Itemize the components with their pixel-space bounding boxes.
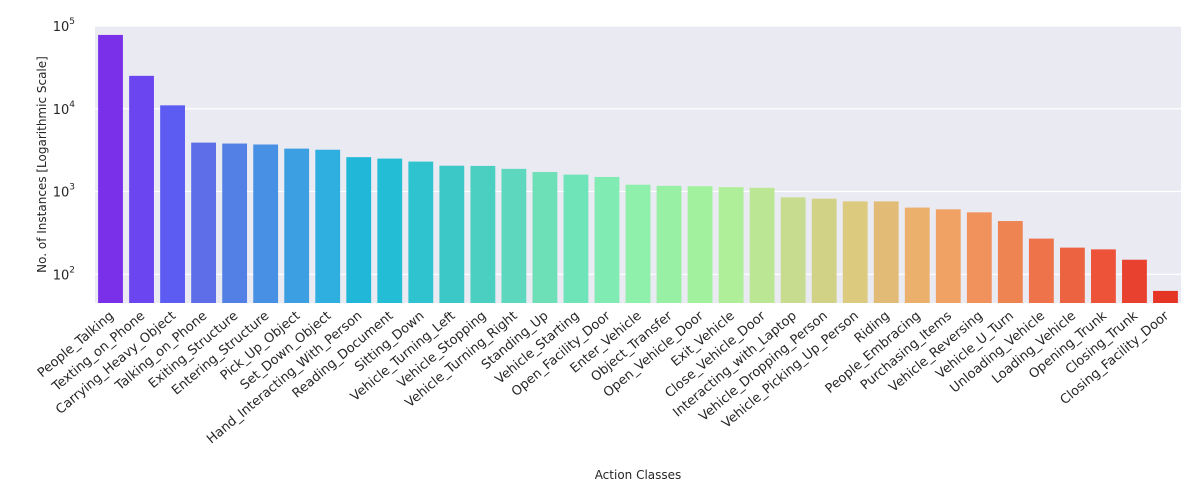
bar-loading-vehicle xyxy=(1059,247,1085,303)
bar-vehicle-u-turn xyxy=(997,221,1023,303)
bar-vehicle-picking-up-person xyxy=(842,201,868,303)
bar-vehicle-turning-right xyxy=(501,168,527,303)
bar-close-vehicle-door xyxy=(749,187,775,303)
bar-people-talking xyxy=(98,34,123,303)
bar-enter-vehicle xyxy=(625,184,651,303)
x-axis-ticks: People_TalkingTexting_on_PhoneCarrying_H… xyxy=(35,308,1173,447)
bar-carrying-heavy-object xyxy=(160,105,185,304)
bar-object-transfer xyxy=(656,185,682,303)
bar-hand-interacting-with-person xyxy=(346,157,372,303)
bar-closing-facility-door xyxy=(1153,290,1178,303)
y-tick-label: 105 xyxy=(53,17,75,35)
bar-exiting-structure xyxy=(222,143,248,303)
bar-sitting-down xyxy=(408,161,434,303)
bar-vehicle-starting xyxy=(563,174,589,303)
bar-talking-on-phone xyxy=(191,142,217,303)
bar-vehicle-stopping xyxy=(470,165,496,303)
bar-riding xyxy=(873,201,899,303)
bar-entering-structure xyxy=(253,144,279,303)
bar-purchasing-items xyxy=(935,209,961,303)
bars xyxy=(98,34,1178,304)
bar-vehicle-turning-left xyxy=(439,165,465,303)
y-tick-label: 102 xyxy=(53,265,75,283)
bar-unloading-vehicle xyxy=(1028,238,1054,303)
bar-open-facility-door xyxy=(594,176,620,303)
bar-exit-vehicle xyxy=(718,187,744,303)
bar-vehicle-reversing xyxy=(966,212,992,303)
x-axis-title: Action Classes xyxy=(595,468,682,482)
bar-vehicle-dropping-person xyxy=(811,198,837,303)
bar-closing-trunk xyxy=(1122,259,1147,303)
bar-opening-trunk xyxy=(1091,249,1116,303)
y-axis-ticks: 102 103 104 105 xyxy=(53,17,76,283)
bar-texting-on-phone xyxy=(129,75,154,304)
bar-standing-up xyxy=(532,172,558,303)
y-tick-label: 104 xyxy=(53,100,76,118)
bar-people-embracing xyxy=(904,207,930,303)
bar-set-down-object xyxy=(315,149,341,303)
bar-interacting-with-laptop xyxy=(780,197,806,303)
y-axis-title: No. of Instances [Logarithmic Scale] xyxy=(35,56,49,273)
bar-reading-document xyxy=(377,158,403,303)
bar-open-vehicle-door xyxy=(687,186,713,303)
y-tick-label: 103 xyxy=(53,183,75,201)
bar-pick-up-object xyxy=(284,148,310,303)
